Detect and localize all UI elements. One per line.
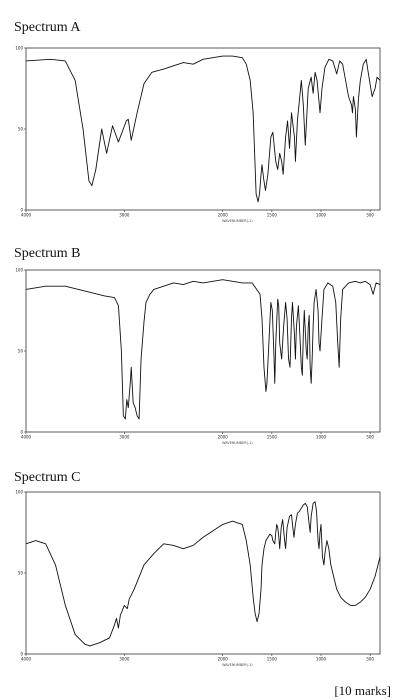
x-tick-label: 500 [366,213,374,218]
spectrum-line [25,55,381,203]
x-tick-label: 500 [366,435,374,440]
y-tick-label: 0 [20,430,23,435]
spectrum-a-chart: 0 50 100 4000 3000 2000 1500 1000 500 WAVENUMBER(… [15,46,381,223]
x-tick-label: 3000 [119,657,130,662]
x-tick-label: 1000 [316,657,327,662]
x-tick-label: 3000 [119,213,130,218]
marks-note: [10 marks] [334,683,391,698]
spectrum-c-chart: 0 50 100 4000 3000 2000 1500 1000 500 WAVENUMBER(… [15,490,381,667]
x-tick-label: 500 [366,657,374,662]
y-tick-label: 0 [20,652,23,657]
spectrum-a-title: Spectrum A [14,20,81,35]
x-tick-label: 4000 [21,213,32,218]
x-axis-title: WAVENUMBER(-1) [222,663,253,667]
x-tick-label: 1500 [267,435,278,440]
x-tick-label: 2000 [218,657,229,662]
x-tick-label: 1000 [316,435,327,440]
y-tick-label: 50 [18,571,24,576]
x-tick-label: 2000 [218,213,229,218]
plot-frame [25,47,381,211]
spectrum-line [25,501,381,647]
x-tick-label: 4000 [21,435,32,440]
plot-frame [25,269,381,433]
x-tick-label: 3000 [119,435,130,440]
x-tick-label: 2000 [218,435,229,440]
x-tick-label: 1500 [267,657,278,662]
x-tick-label: 4000 [21,657,32,662]
spectrum-b-title: Spectrum B [14,246,81,261]
spectrum-c-title: Spectrum C [14,470,81,485]
y-tick-label: 100 [15,46,23,51]
spectrum-line [25,279,381,420]
y-tick-label: 50 [18,349,24,354]
y-tick-label: 50 [18,127,24,132]
spectrum-b-chart: 0 50 100 4000 3000 2000 1500 1000 500 WAVENUMBER(… [15,268,381,445]
x-tick-label: 1000 [316,213,327,218]
x-axis-title: WAVENUMBER(-1) [222,441,253,445]
y-tick-label: 100 [15,268,23,273]
x-axis-title: WAVENUMBER(-1) [222,219,253,223]
y-tick-label: 100 [15,490,23,495]
plot-frame [25,491,381,655]
y-tick-label: 0 [20,208,23,213]
x-tick-label: 1500 [267,213,278,218]
